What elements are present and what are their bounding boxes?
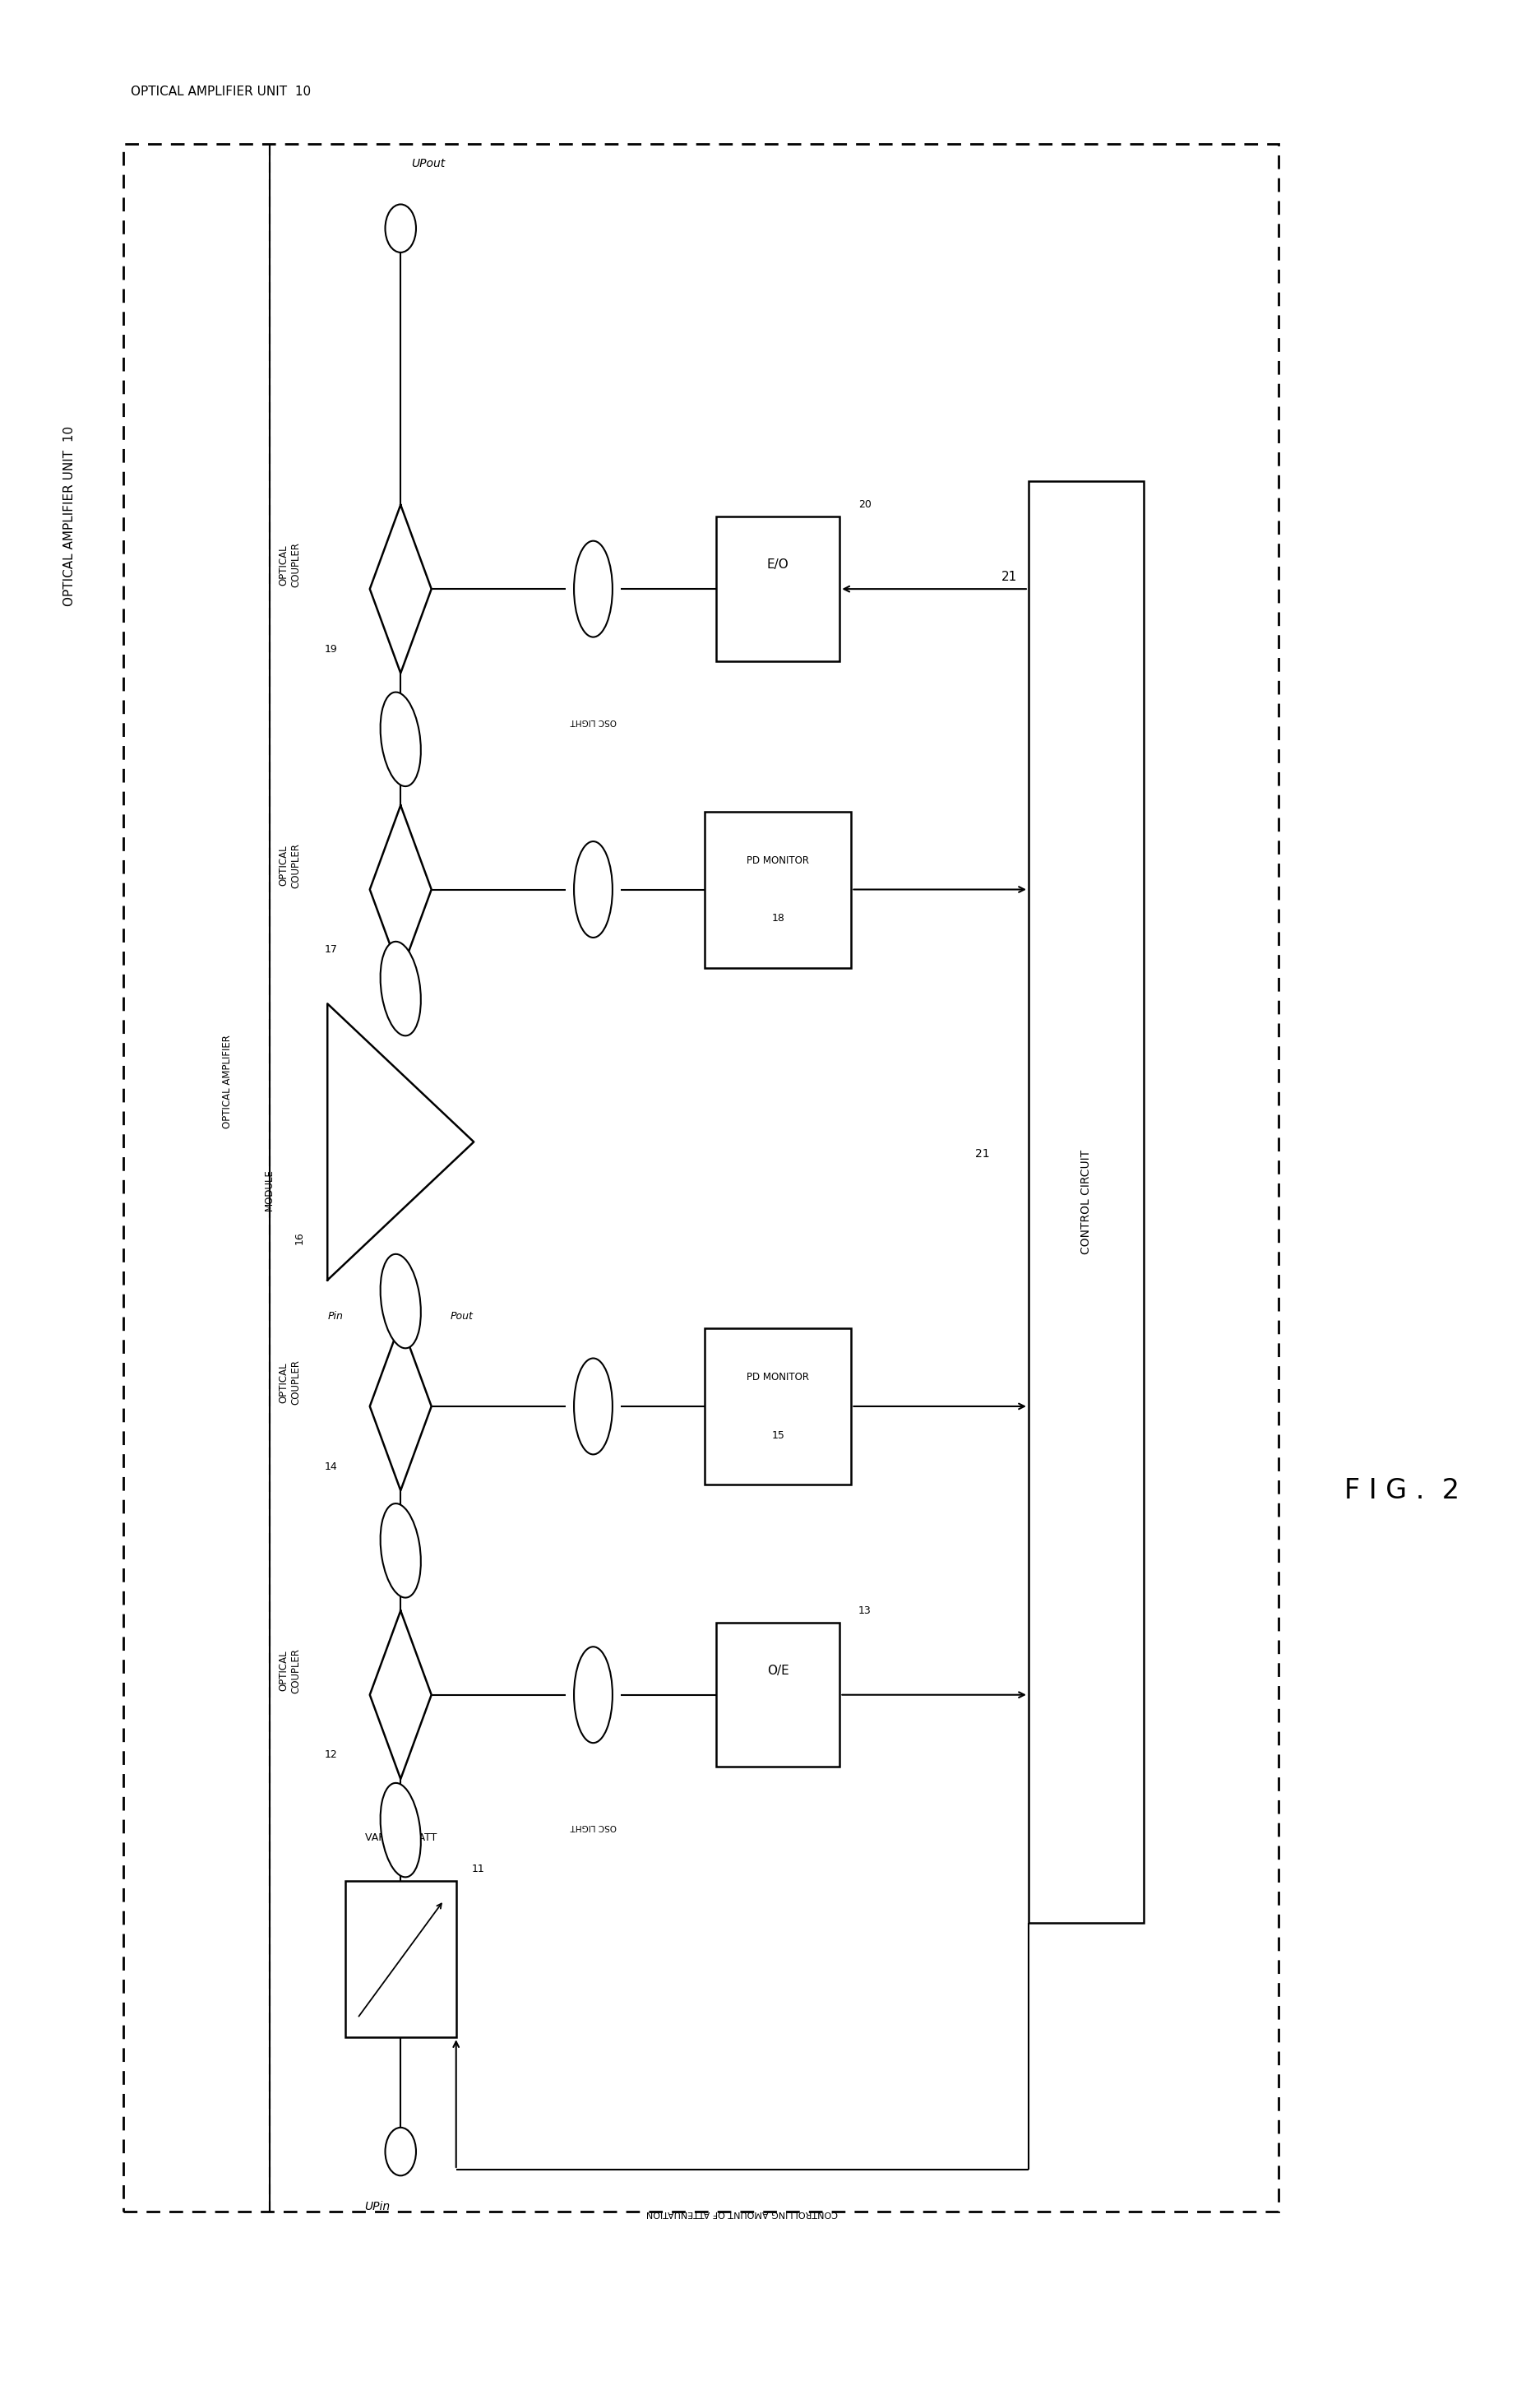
Text: 20: 20	[858, 500, 870, 510]
Text: CONTROL CIRCUIT: CONTROL CIRCUIT	[1080, 1149, 1092, 1255]
Text: 19: 19	[325, 644, 337, 654]
Bar	[704, 810, 850, 966]
Circle shape	[385, 2128, 416, 2176]
Ellipse shape	[380, 1255, 420, 1349]
Text: OPTICAL
COUPLER: OPTICAL COUPLER	[279, 543, 300, 587]
Text: 11: 11	[471, 1863, 484, 1875]
Text: 12: 12	[325, 1750, 337, 1760]
Bar	[716, 1623, 839, 1767]
Polygon shape	[370, 805, 431, 974]
Text: F I G .  2: F I G . 2	[1344, 1476, 1458, 1505]
Ellipse shape	[573, 841, 611, 938]
Text: CONTROLLING AMOUNT OF ATTENUATION: CONTROLLING AMOUNT OF ATTENUATION	[647, 2209, 838, 2216]
Text: Pin: Pin	[326, 1310, 343, 1322]
Text: OPTICAL
COUPLER: OPTICAL COUPLER	[279, 1649, 300, 1692]
Text: 17: 17	[325, 945, 337, 954]
Text: PD MONITOR: PD MONITOR	[747, 856, 809, 865]
Ellipse shape	[573, 541, 611, 637]
Text: 16: 16	[294, 1231, 305, 1245]
Ellipse shape	[380, 942, 420, 1036]
Text: MODULE: MODULE	[263, 1168, 274, 1212]
Polygon shape	[326, 1005, 473, 1279]
Text: 15: 15	[772, 1430, 784, 1440]
Text: UPout: UPout	[411, 159, 445, 168]
Text: 21: 21	[1001, 570, 1016, 584]
Polygon shape	[370, 1611, 431, 1779]
Text: 21: 21	[975, 1149, 989, 1159]
Polygon shape	[370, 505, 431, 673]
Text: OSC LIGHT: OSC LIGHT	[570, 1822, 616, 1832]
Text: 14: 14	[325, 1462, 337, 1471]
Text: 18: 18	[772, 914, 784, 923]
Text: OSC LIGHT: OSC LIGHT	[570, 716, 616, 726]
Text: OPTICAL AMPLIFIER UNIT  10: OPTICAL AMPLIFIER UNIT 10	[131, 84, 311, 99]
Text: OPTICAL AMPLIFIER: OPTICAL AMPLIFIER	[222, 1036, 233, 1127]
Ellipse shape	[573, 1647, 611, 1743]
Text: OPTICAL
COUPLER: OPTICAL COUPLER	[279, 1361, 300, 1404]
Text: E/O: E/O	[767, 558, 788, 572]
Text: OPTICAL
COUPLER: OPTICAL COUPLER	[279, 844, 300, 887]
Polygon shape	[370, 1322, 431, 1490]
Circle shape	[385, 204, 416, 252]
Bar	[716, 517, 839, 661]
Text: O/E: O/E	[767, 1664, 788, 1678]
Text: PD MONITOR: PD MONITOR	[747, 1373, 809, 1382]
Text: VARIABLE ATT: VARIABLE ATT	[365, 1832, 436, 1844]
Ellipse shape	[380, 1784, 420, 1878]
Text: OPTICAL AMPLIFIER UNIT  10: OPTICAL AMPLIFIER UNIT 10	[63, 426, 75, 606]
Text: 13: 13	[858, 1606, 870, 1615]
Ellipse shape	[573, 1358, 611, 1454]
Bar	[345, 1880, 456, 2039]
Text: UPin: UPin	[365, 2202, 390, 2212]
Text: Pout: Pout	[450, 1310, 473, 1322]
Ellipse shape	[380, 1502, 420, 1599]
Bar	[1027, 481, 1143, 1923]
Bar	[704, 1327, 850, 1486]
Ellipse shape	[380, 692, 420, 786]
